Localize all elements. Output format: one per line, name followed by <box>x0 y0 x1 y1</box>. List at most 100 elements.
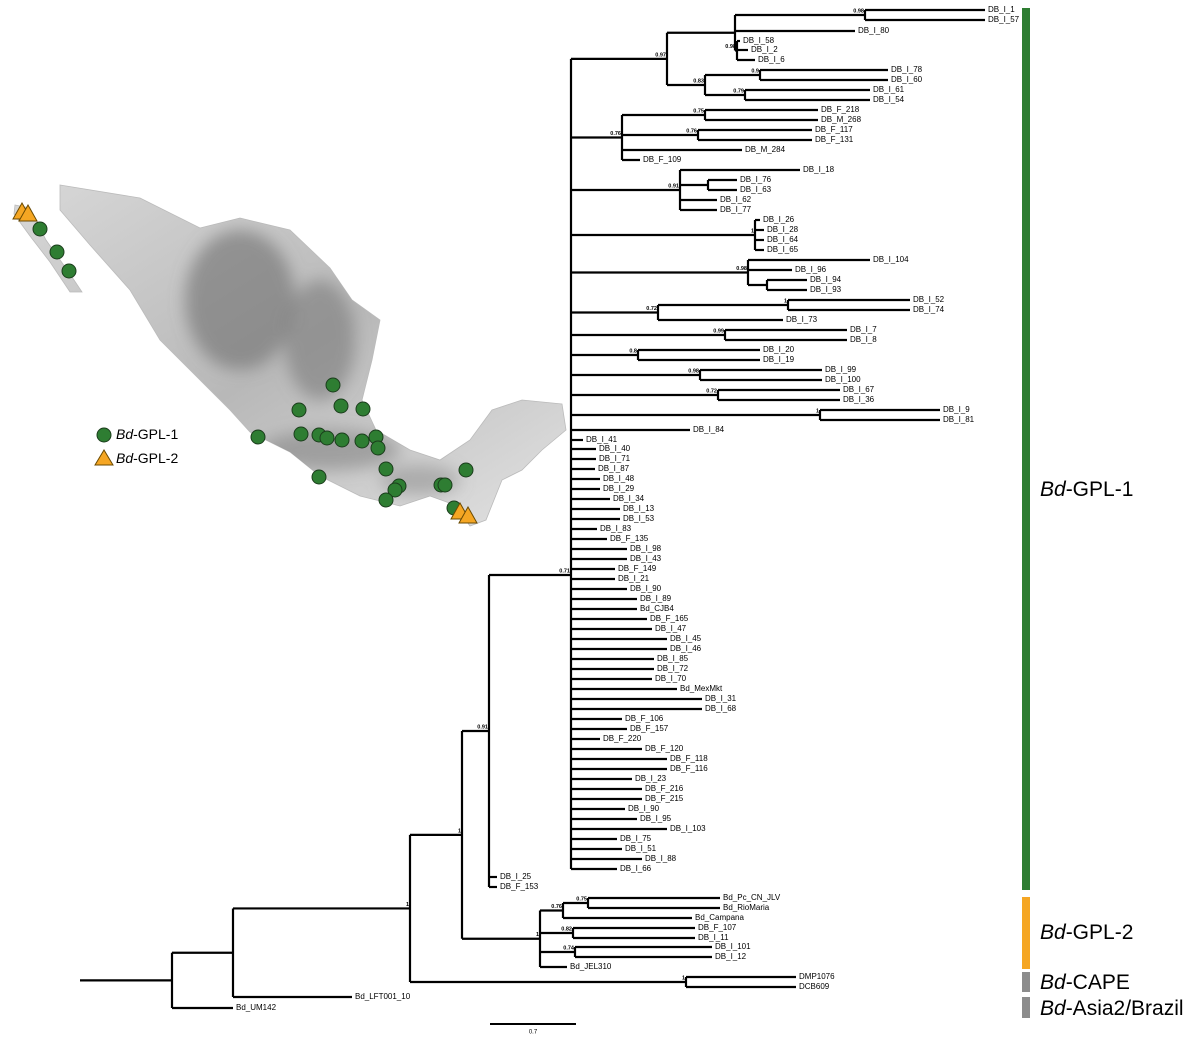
tip-label: DB_F_218 <box>821 105 860 114</box>
map-point <box>292 403 306 417</box>
tip-label: DCB609 <box>799 982 830 991</box>
support-value: 1 <box>458 828 461 834</box>
tip-label: DB_I_80 <box>858 26 890 35</box>
tip-label: DB_I_60 <box>891 75 923 84</box>
tip-label: DB_I_103 <box>670 824 706 833</box>
tip-label: DB_I_78 <box>891 65 923 74</box>
map-point <box>326 378 340 392</box>
support-value: 1 <box>816 408 819 414</box>
support-value: 1 <box>682 975 685 981</box>
map-point <box>33 222 47 236</box>
tip-label: DB_F_135 <box>610 534 649 543</box>
clade-bar <box>1022 972 1030 992</box>
tip-label: DB_I_47 <box>655 624 687 633</box>
tip-label: DB_I_54 <box>873 95 905 104</box>
tip-label: DB_I_71 <box>599 454 631 463</box>
map-point <box>335 433 349 447</box>
tip-label: DB_I_19 <box>763 355 795 364</box>
tip-label: DB_F_118 <box>670 754 708 763</box>
tip-label: DB_I_83 <box>600 524 632 533</box>
tip-label: Bd_MexMkt <box>680 684 723 693</box>
tip-label: DB_I_45 <box>670 634 702 643</box>
map-point <box>371 441 385 455</box>
tip-label: DB_I_67 <box>843 385 875 394</box>
scale-bar: 0.7 <box>490 1024 576 1036</box>
tip-label: DB_F_216 <box>645 784 684 793</box>
tip-label: DB_F_165 <box>650 614 689 623</box>
support-value: 0.79 <box>733 88 744 94</box>
support-value: 0.91 <box>477 724 488 730</box>
support-value: 0.97 <box>655 52 666 58</box>
tip-label: DB_F_215 <box>645 794 684 803</box>
clade-label: Bd-CAPE <box>1040 971 1130 994</box>
clade-label: Bd-GPL-1 <box>1040 478 1133 501</box>
tip-label: DB_I_58 <box>743 36 775 45</box>
tip-label: DB_M_284 <box>745 145 786 154</box>
tip-label: DB_F_109 <box>643 155 682 164</box>
tip-label: DB_F_220 <box>603 734 642 743</box>
support-value: 0.98 <box>736 266 747 272</box>
tip-label: DB_I_21 <box>618 574 650 583</box>
support-value: 1 <box>784 298 787 304</box>
tip-label: DB_I_64 <box>767 235 799 244</box>
tip-label: DB_I_18 <box>803 165 835 174</box>
tip-label: DB_I_100 <box>825 375 861 384</box>
tip-label: DB_I_85 <box>657 654 689 663</box>
tip-label: DB_F_107 <box>698 923 737 932</box>
tip-label: DMP1076 <box>799 972 835 981</box>
tip-label: DB_F_116 <box>670 764 708 773</box>
map-point <box>356 402 370 416</box>
tip-label: DB_I_81 <box>943 415 975 424</box>
tip-label: Bd_Pc_CN_JLV <box>723 893 781 902</box>
map-point <box>379 462 393 476</box>
tip-label: DB_I_46 <box>670 644 702 653</box>
support-value: 0.72 <box>646 306 657 312</box>
map-point <box>312 470 326 484</box>
map-point <box>320 431 334 445</box>
tip-label: DB_I_96 <box>795 265 827 274</box>
legend-label: Bd-GPL-1 <box>116 426 178 442</box>
support-value: 0.91 <box>668 183 679 189</box>
tip-label: DB_I_51 <box>625 844 657 853</box>
tip-label: DB_I_62 <box>720 195 752 204</box>
map-point <box>379 493 393 507</box>
tip-label: DB_I_74 <box>913 305 945 314</box>
clade-label: Bd-GPL-2 <box>1040 921 1133 944</box>
support-value: 0.72 <box>706 388 717 394</box>
tip-label: DB_I_101 <box>715 942 751 951</box>
map-point <box>355 434 369 448</box>
tip-label: DB_I_12 <box>715 952 747 961</box>
tip-label: DB_I_53 <box>623 514 655 523</box>
tip-label: DB_I_57 <box>988 15 1020 24</box>
support-value: 0.76 <box>686 128 697 134</box>
tip-label: DB_F_131 <box>815 135 854 144</box>
support-value: 1 <box>751 228 754 234</box>
support-value: 0.74 <box>563 945 575 951</box>
tip-label: DB_I_63 <box>740 185 772 194</box>
tip-label: DB_F_106 <box>625 714 664 723</box>
map-point <box>459 463 473 477</box>
clade-bar <box>1022 897 1030 969</box>
legend-symbol <box>97 428 111 442</box>
clade-bars: Bd-GPL-1 Bd-GPL-2 Bd-CAPE Bd-Asia2/Brazi… <box>1022 8 1184 1020</box>
tip-label: DB_I_20 <box>763 345 795 354</box>
tip-label: DB_I_93 <box>810 285 842 294</box>
tip-label: DB_I_84 <box>693 425 725 434</box>
support-value: 0.83 <box>693 78 704 84</box>
tip-label: DB_F_157 <box>630 724 669 733</box>
support-value: 0.98 <box>853 8 864 14</box>
tip-label: Bd_UM142 <box>236 1003 277 1012</box>
map: Bd-GPL-1 Bd-GPL-2 <box>13 185 566 526</box>
scale-label: 0.7 <box>529 1030 538 1036</box>
tip-label: DB_I_29 <box>603 484 635 493</box>
tip-label: DB_I_94 <box>810 275 842 284</box>
map-point <box>251 430 265 444</box>
tip-label: DB_F_117 <box>815 125 853 134</box>
map-point <box>62 264 76 278</box>
tip-label: DB_I_11 <box>698 933 729 942</box>
support-value: 0.99 <box>713 328 724 334</box>
map-point <box>438 478 452 492</box>
tip-label: Bd_CJB4 <box>640 604 674 613</box>
tip-label: DB_I_7 <box>850 325 877 334</box>
support-value: 1 <box>406 902 409 908</box>
